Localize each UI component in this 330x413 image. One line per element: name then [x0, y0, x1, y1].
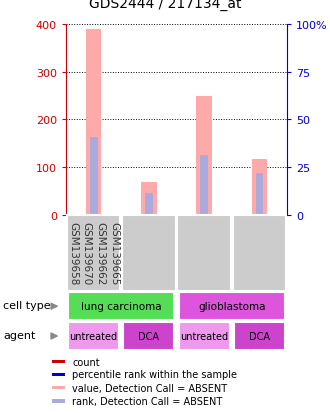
Bar: [52, 373, 65, 376]
Bar: [200, 156, 208, 215]
Bar: [52, 386, 65, 389]
Text: DCA: DCA: [138, 331, 159, 341]
Text: GSM139658: GSM139658: [68, 222, 78, 285]
Text: percentile rank within the sample: percentile rank within the sample: [72, 369, 237, 379]
Text: cell type: cell type: [3, 300, 51, 310]
Text: untreated: untreated: [180, 331, 228, 341]
Bar: [252, 159, 267, 215]
Bar: [68, 293, 174, 320]
Bar: [52, 361, 65, 363]
Text: GSM139670: GSM139670: [82, 222, 92, 285]
Bar: [233, 216, 286, 291]
Text: count: count: [72, 357, 100, 367]
Bar: [196, 96, 212, 215]
Bar: [179, 293, 285, 320]
Bar: [123, 323, 174, 350]
Bar: [234, 323, 285, 350]
Bar: [90, 138, 97, 215]
Bar: [141, 183, 157, 215]
Bar: [256, 173, 263, 215]
Text: GSM139662: GSM139662: [96, 222, 106, 285]
Text: rank, Detection Call = ABSENT: rank, Detection Call = ABSENT: [72, 396, 223, 406]
Bar: [86, 30, 101, 215]
Text: glioblastoma: glioblastoma: [198, 301, 266, 311]
Text: lung carcinoma: lung carcinoma: [81, 301, 162, 311]
Bar: [122, 216, 176, 291]
Text: GDS2444 / 217134_at: GDS2444 / 217134_at: [89, 0, 241, 11]
Text: untreated: untreated: [70, 331, 118, 341]
Text: agent: agent: [3, 330, 36, 339]
Bar: [145, 194, 153, 215]
Bar: [52, 399, 65, 403]
Text: value, Detection Call = ABSENT: value, Detection Call = ABSENT: [72, 383, 228, 393]
Bar: [68, 323, 119, 350]
Text: GSM139665: GSM139665: [109, 222, 119, 285]
Bar: [67, 216, 120, 291]
Bar: [178, 216, 231, 291]
Bar: [179, 323, 230, 350]
Text: DCA: DCA: [249, 331, 270, 341]
